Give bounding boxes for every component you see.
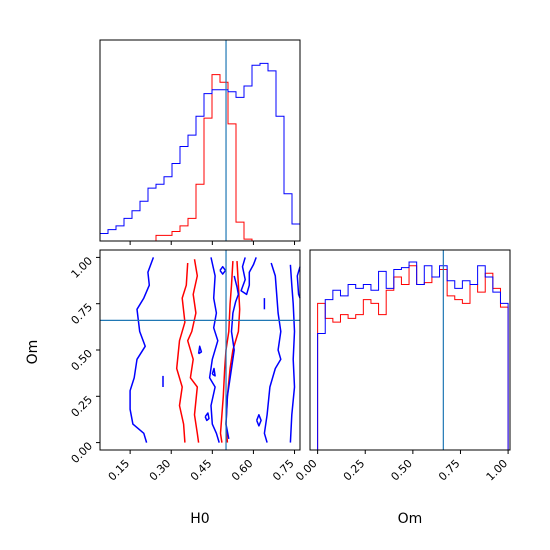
h0-hist-series-1-step — [99, 62, 301, 241]
joint-contour-4 — [129, 257, 155, 443]
joint-x-tick-label-1: 0.30 — [147, 457, 174, 484]
om-hist-series-1-step — [317, 261, 509, 450]
joint-contour-0 — [175, 262, 189, 443]
joint-contour-marks — [100, 250, 301, 450]
joint-contour-15 — [211, 367, 216, 377]
joint-contour-2 — [219, 261, 234, 443]
joint-contour-7 — [263, 262, 282, 443]
h0-hist-series-0-step — [100, 74, 300, 242]
om-x-tick-label-0: 0.00 — [293, 457, 320, 484]
joint-contour-1 — [186, 259, 200, 443]
h0-histogram-panel — [99, 39, 301, 245]
om-x-tick-label-3: 0.75 — [436, 457, 463, 484]
joint-y-ticks: 0.00 0.25 0.50 0.75 1.00 — [69, 254, 100, 466]
joint-contour-9 — [289, 264, 296, 443]
om-x-tick-label-4: 1.00 — [484, 457, 511, 484]
joint-contour-14 — [197, 345, 203, 355]
h0-histogram-ticks — [129, 241, 296, 245]
om-histogram-marks — [317, 250, 509, 450]
h0-histogram-marks — [99, 40, 301, 242]
joint-contour-10 — [296, 266, 301, 299]
joint-x-tick-label-4: 0.75 — [270, 457, 297, 484]
om-histogram-frame — [309, 249, 511, 451]
om-histogram-panel: 0.00 0.25 0.50 0.75 1.00 — [293, 249, 511, 483]
joint-y-tick-label-1: 0.25 — [69, 393, 96, 420]
joint-contour-5 — [208, 257, 220, 443]
h0-histogram-frame — [99, 39, 301, 242]
om-x-tick-label-1: 0.25 — [341, 457, 368, 484]
h0-axis-label: H0 — [190, 511, 209, 527]
joint-y-tick-label-0: 0.00 — [69, 440, 96, 467]
joint-contour-11 — [219, 265, 227, 275]
om-x-tick-label-2: 0.50 — [388, 457, 415, 484]
om-axis-label: Om — [398, 511, 423, 527]
joint-y-tick-label-2: 0.50 — [69, 347, 96, 374]
joint-contour-13 — [204, 412, 210, 422]
joint-contour-8 — [225, 275, 240, 440]
joint-contour-panel: 0.15 0.30 0.45 0.60 0.75 0.00 0.25 0.50 0.75 1.0… — [69, 249, 301, 483]
joint-x-tick-label-3: 0.60 — [229, 457, 256, 484]
om-x-ticks: 0.00 0.25 0.50 0.75 1.00 — [293, 450, 510, 483]
joint-x-tick-label-2: 0.45 — [188, 457, 215, 484]
joint-contour-12 — [256, 414, 262, 427]
joint-frame — [99, 249, 301, 451]
joint-y-tick-label-4: 1.00 — [69, 254, 96, 281]
joint-y-tick-label-3: 0.75 — [69, 301, 96, 328]
joint-x-ticks: 0.15 0.30 0.45 0.60 0.75 — [106, 450, 297, 483]
joint-y-axis-label: Om — [25, 340, 41, 365]
joint-contour-6 — [240, 257, 257, 296]
joint-x-tick-label-0: 0.15 — [106, 457, 133, 484]
om-hist-series-0-step — [317, 265, 509, 450]
